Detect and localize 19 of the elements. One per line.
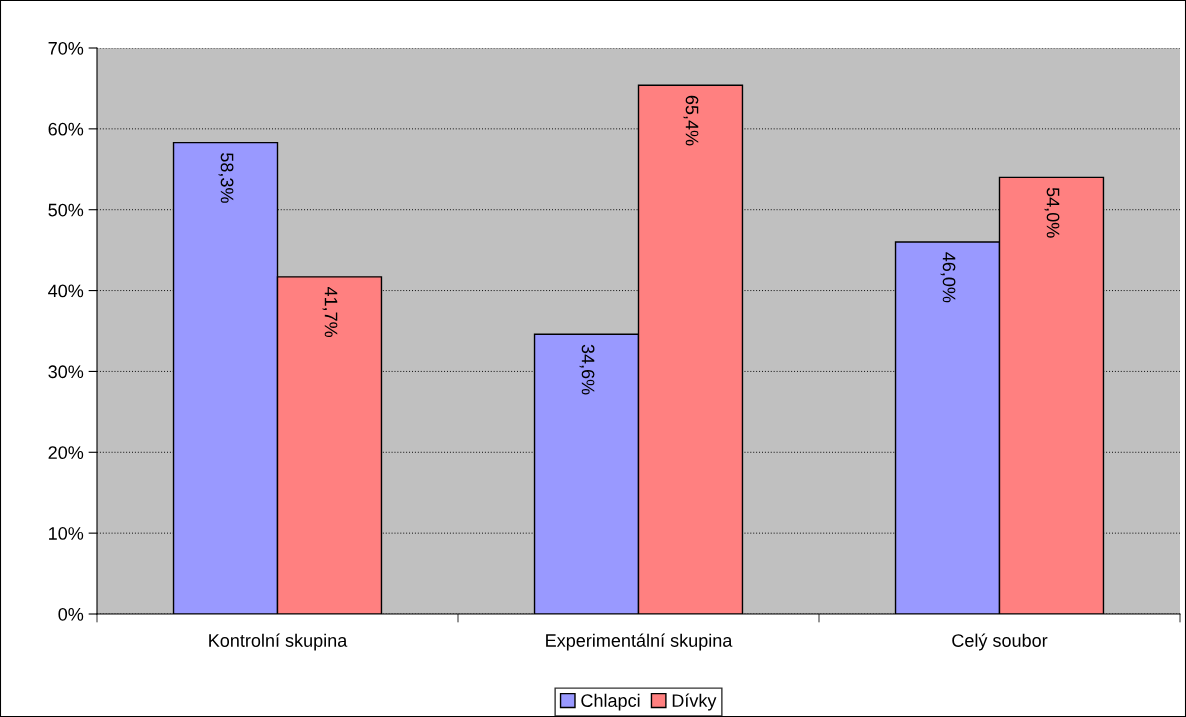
data-label: 34,6% [579, 344, 595, 395]
y-tick-label: 0% [58, 607, 84, 621]
y-tick-label: 70% [48, 41, 84, 55]
y-tick-label: 20% [48, 446, 84, 460]
data-label: 41,7% [322, 286, 338, 338]
y-tick-label: 30% [48, 365, 84, 379]
data-label: 46,0% [940, 252, 956, 303]
x-tick-label: Celý soubor [952, 633, 1048, 651]
x-tick-label: Experimentální skupina [546, 633, 733, 651]
data-label: 65,4% [683, 95, 699, 146]
y-tick-label: 60% [48, 122, 84, 136]
y-tick-label: 40% [48, 284, 84, 298]
y-tick-label: 50% [48, 203, 84, 217]
legend-label: Dívky [672, 693, 717, 711]
x-tick-label: Kontrolní skupina [209, 633, 348, 651]
data-label: 54,0% [1044, 187, 1060, 238]
legend-label: Chlapci [581, 693, 640, 711]
y-tick-label: 10% [49, 527, 84, 540]
data-label: 58,3% [218, 153, 234, 203]
